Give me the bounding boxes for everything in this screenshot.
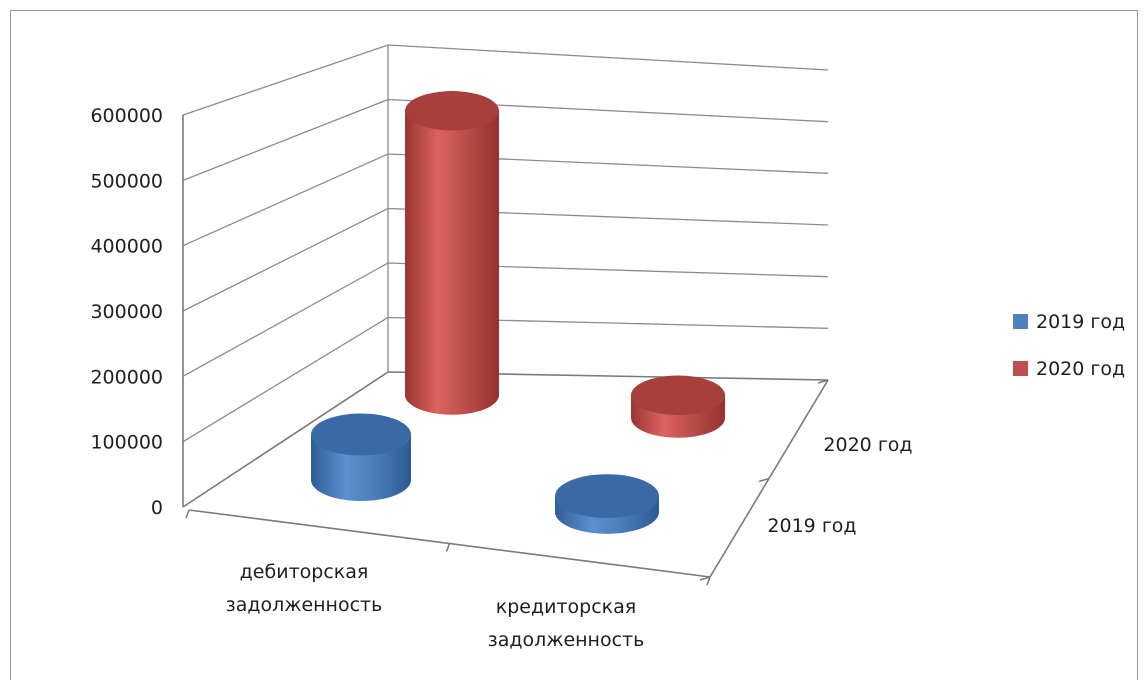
bar-top: [311, 413, 411, 456]
gridline: [182, 44, 829, 116]
y-tick-label: 600000: [90, 105, 163, 127]
bar-top: [405, 91, 499, 131]
category-tick: [706, 576, 711, 586]
y-tick-label: 500000: [90, 170, 163, 192]
category-label: задолженность: [226, 594, 383, 616]
gridline: [182, 98, 829, 181]
bar: [311, 413, 411, 501]
y-tick-label: 200000: [90, 366, 163, 388]
depth-tick: [758, 477, 770, 483]
chart-walls: [182, 44, 829, 586]
category-label: дебиторская: [240, 561, 369, 583]
floor-back-edge: [182, 371, 829, 508]
legend-swatch: [1013, 314, 1028, 329]
legend: 2019 год 2020 год: [1013, 311, 1125, 380]
chart-frame: [10, 10, 1138, 680]
y-axis: 0 100000 200000 300000 400000 500000 600000: [90, 105, 163, 519]
y-tick-label: 100000: [90, 432, 163, 454]
bar-body: [405, 110, 499, 415]
bar-top: [555, 474, 659, 518]
bars: [311, 91, 725, 534]
legend-label: 2019 год: [1036, 311, 1125, 333]
gridline: [182, 153, 829, 247]
category-label: задолженность: [488, 629, 645, 651]
bar-top: [631, 375, 725, 416]
category-tick: [185, 509, 190, 519]
y-tick-label: 0: [151, 497, 163, 519]
gridline: [182, 262, 829, 377]
depth-label: 2020 год: [823, 434, 912, 456]
depth-axis: 2019 год 2020 год: [767, 434, 912, 537]
legend-swatch: [1013, 361, 1028, 376]
category-label: кредиторская: [496, 596, 636, 618]
depth-label: 2019 год: [767, 515, 856, 537]
depth-tick: [699, 576, 711, 581]
y-tick-label: 400000: [90, 236, 163, 258]
bar: [555, 474, 659, 534]
gridline: [182, 316, 829, 443]
depth-tick: [817, 379, 829, 384]
gridline: [182, 207, 829, 312]
bar: [631, 375, 725, 438]
category-axis: дебиторская задолженность кредиторская задо…: [226, 561, 645, 651]
bar: [405, 91, 499, 415]
legend-label: 2020 год: [1036, 358, 1125, 380]
category-tick: [445, 543, 451, 552]
y-tick-label: 300000: [90, 301, 163, 323]
